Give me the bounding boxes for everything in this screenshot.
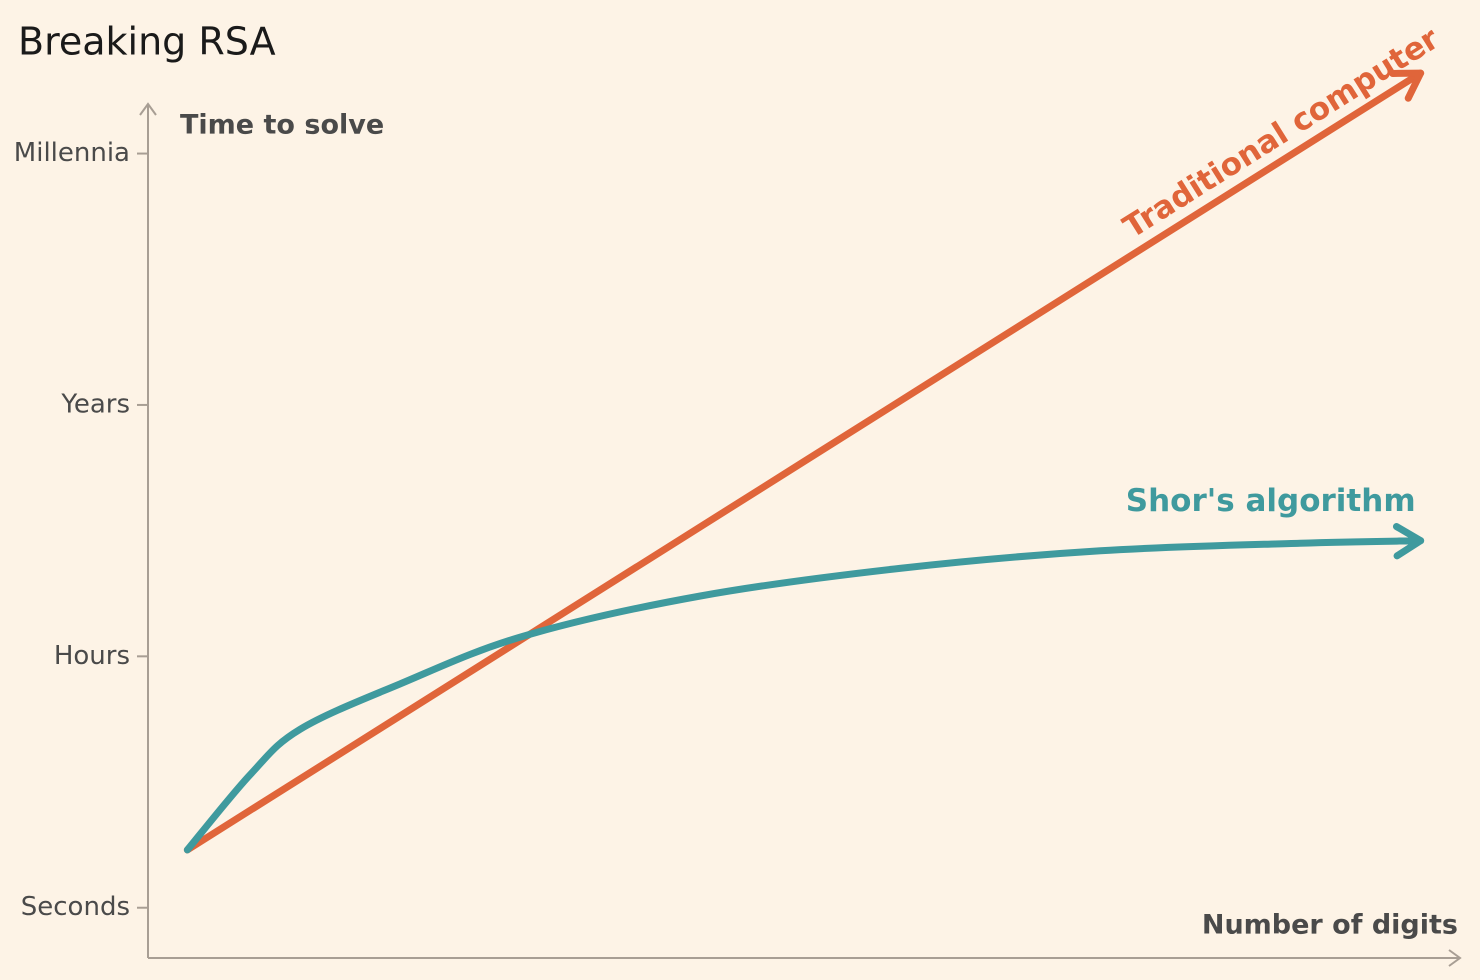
arrow-head <box>1392 523 1425 560</box>
series-label: Shor's algorithm <box>1126 483 1416 519</box>
y-tick-label: Millennia <box>14 138 130 168</box>
y-axis-label: Time to solve <box>180 110 384 141</box>
x-axis-arrow <box>1448 949 1462 967</box>
y-tick-label: Hours <box>54 641 130 671</box>
series-label: Traditional computer <box>1117 20 1446 246</box>
x-axis-label: Number of digits <box>1202 910 1458 941</box>
axes <box>139 102 1462 967</box>
arrow-head <box>1389 69 1425 102</box>
y-tick-label: Seconds <box>21 892 130 922</box>
series-line <box>183 537 1425 854</box>
y-tick-label: Years <box>60 389 130 419</box>
series-line <box>183 69 1425 854</box>
y-axis-arrow <box>139 102 157 116</box>
chart-title: Breaking RSA <box>18 20 276 64</box>
